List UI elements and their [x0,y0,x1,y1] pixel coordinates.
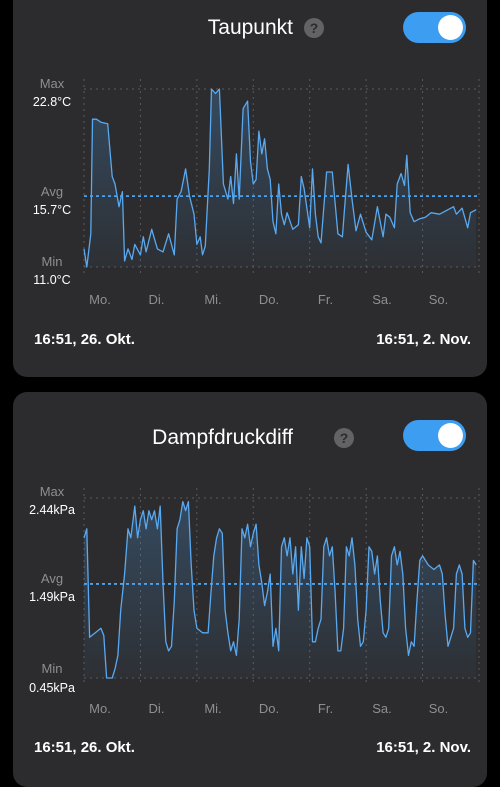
max-value: 22.8°C [33,95,71,109]
card-title: Dampfdruckdiff [152,426,293,449]
day-label-so: So. [429,292,449,307]
min-value: 0.45kPa [29,681,75,695]
vpd-chart: Max 2.44kPa Avg 1.49kPa Min 0.45kPa Mo. … [29,484,480,716]
toggle-knob [438,423,463,448]
range-end: 16:51, 2. Nov. [376,739,471,756]
series-area [84,501,477,678]
vpd-card: Dampfdruckdiff ? Max 2.44kPa Avg 1.49kPa… [13,392,487,787]
help-icon[interactable]: ? [304,18,324,38]
avg-label: Avg [41,184,63,199]
max-label: Max [40,76,65,91]
min-label: Min [42,661,63,676]
day-label-do: Do. [259,701,279,716]
day-label-sa: Sa. [372,701,392,716]
dewpoint-toggle[interactable] [403,12,466,43]
avg-value: 15.7°C [33,203,71,217]
day-label-do: Do. [259,292,279,307]
toggle-knob [438,15,463,40]
day-label-sa: Sa. [372,292,392,307]
max-label: Max [40,484,65,499]
day-label-fr: Fr. [318,292,333,307]
avg-value: 1.49kPa [29,590,75,604]
range-end: 16:51, 2. Nov. [376,331,471,348]
day-label-mo: Mo. [89,701,111,716]
min-value: 11.0°C [33,273,70,287]
series-line [83,500,477,679]
day-label-so: So. [429,701,449,716]
series-line [83,88,477,268]
dewpoint-card: Taupunkt ? Max 22.8°C Avg 15.7°C Min 11.… [13,0,487,377]
day-label-di: Di. [149,292,165,307]
max-value: 2.44kPa [29,503,75,517]
day-label-mi: Mi. [204,701,221,716]
help-icon[interactable]: ? [334,428,354,448]
min-label: Min [42,254,63,269]
avg-label: Avg [41,571,63,586]
day-label-mi: Mi. [204,292,221,307]
range-start: 16:51, 26. Okt. [34,331,135,348]
day-label-fr: Fr. [318,701,333,716]
series-area [84,89,477,267]
range-start: 16:51, 26. Okt. [34,739,135,756]
day-label-di: Di. [149,701,165,716]
card-title: Taupunkt [207,16,293,39]
vpd-toggle[interactable] [403,420,466,451]
dewpoint-chart: Max 22.8°C Avg 15.7°C Min 11.0°C Mo. Di.… [33,76,480,307]
day-label-mo: Mo. [89,292,111,307]
